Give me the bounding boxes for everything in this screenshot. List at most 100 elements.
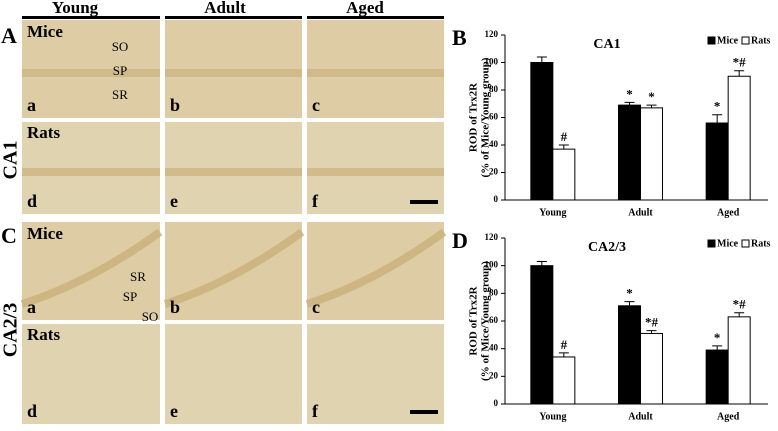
species-label: Mice bbox=[27, 224, 63, 243]
y-tick-label: 80 bbox=[489, 84, 499, 94]
sub-panel-label: a bbox=[27, 297, 36, 317]
significance-marker: * bbox=[648, 89, 655, 104]
bar bbox=[705, 122, 729, 201]
sub-panel-label: f bbox=[312, 401, 319, 421]
scale-bar bbox=[410, 410, 438, 414]
legend-swatch bbox=[741, 239, 750, 248]
error-bar bbox=[624, 301, 635, 306]
significance-marker: *# bbox=[733, 297, 747, 312]
error-bar bbox=[712, 114, 723, 123]
y-tick-label: 20 bbox=[489, 167, 499, 177]
significance-marker: * bbox=[714, 330, 721, 345]
cell-layer bbox=[307, 168, 444, 176]
micrograph bbox=[307, 324, 444, 424]
bar bbox=[552, 148, 576, 201]
panel-letter: A bbox=[1, 23, 17, 48]
micrograph bbox=[165, 324, 302, 424]
y-tick-label: 100 bbox=[485, 260, 499, 270]
legend-label: Rats bbox=[751, 238, 771, 249]
significance-marker: # bbox=[561, 337, 568, 352]
bar bbox=[727, 316, 751, 405]
bar bbox=[640, 332, 663, 405]
chart-title: CA2/3 bbox=[588, 240, 626, 255]
species-label: Mice bbox=[27, 22, 63, 41]
sub-panel-label: d bbox=[27, 191, 37, 211]
legend-label: Mice bbox=[717, 238, 739, 249]
cell-layer bbox=[20, 228, 163, 308]
bar bbox=[640, 107, 663, 201]
error-bar bbox=[558, 144, 569, 150]
bar bbox=[618, 104, 641, 201]
bar bbox=[618, 305, 641, 405]
bar bbox=[705, 349, 729, 405]
bar bbox=[530, 265, 554, 405]
sub-panel-label: c bbox=[312, 297, 320, 317]
legend-label: Rats bbox=[751, 35, 771, 46]
y-tick-label: 100 bbox=[485, 57, 499, 67]
layer-label: SO bbox=[142, 309, 159, 324]
legend-swatch bbox=[707, 239, 716, 248]
header-rule bbox=[165, 16, 302, 19]
error-bar bbox=[646, 330, 657, 334]
layer-label: SP bbox=[123, 289, 137, 304]
y-axis-label: ROD of Trx2R bbox=[468, 82, 480, 152]
layer-label: SR bbox=[130, 269, 146, 284]
panel-letter: B bbox=[452, 25, 467, 50]
y-tick-label: 20 bbox=[489, 370, 499, 380]
scale-bar bbox=[410, 200, 438, 204]
column-header: Adult bbox=[204, 0, 246, 17]
legend-label: Mice bbox=[717, 35, 739, 46]
significance-marker: * bbox=[714, 99, 721, 114]
species-label: Rats bbox=[27, 325, 60, 344]
layer-label: SO bbox=[112, 39, 129, 54]
sub-panel-label: e bbox=[170, 401, 178, 421]
x-tick-label: Aged bbox=[717, 411, 740, 422]
error-bar bbox=[536, 261, 547, 266]
bar bbox=[727, 75, 751, 201]
header-rule bbox=[307, 16, 444, 19]
y-tick-label: 40 bbox=[489, 343, 499, 353]
significance-marker: # bbox=[561, 129, 568, 144]
species-label: Rats bbox=[27, 123, 60, 142]
micrograph bbox=[22, 324, 160, 424]
cell-layer bbox=[165, 168, 302, 176]
error-bar bbox=[624, 101, 635, 106]
significance-marker: *# bbox=[645, 315, 659, 330]
x-tick-label: Adult bbox=[628, 207, 653, 218]
y-tick-label: 120 bbox=[485, 29, 499, 39]
cell-layer bbox=[165, 69, 302, 77]
significance-marker: * bbox=[626, 86, 633, 101]
region-label: CA2/3 bbox=[0, 303, 22, 357]
y-axis-label: (% of Mice/Young group) bbox=[480, 57, 492, 177]
layer-label: SP bbox=[113, 63, 127, 78]
significance-marker: *# bbox=[733, 55, 747, 70]
x-tick-label: Young bbox=[539, 207, 566, 218]
y-tick-label: 80 bbox=[489, 287, 499, 297]
x-tick-label: Young bbox=[539, 411, 566, 422]
header-rule bbox=[22, 16, 160, 19]
error-bar bbox=[734, 70, 745, 77]
panel-letter: D bbox=[452, 228, 468, 253]
error-bar bbox=[646, 104, 657, 108]
cell-layer bbox=[307, 69, 444, 77]
x-tick-label: Adult bbox=[628, 411, 653, 422]
bar bbox=[552, 356, 576, 405]
significance-marker: * bbox=[626, 286, 633, 301]
y-tick-label: 0 bbox=[494, 398, 499, 408]
cell-layer bbox=[163, 228, 305, 308]
sub-panel-label: c bbox=[312, 95, 320, 115]
sub-panel-label: d bbox=[27, 401, 37, 421]
y-tick-label: 40 bbox=[489, 139, 499, 149]
error-bar bbox=[536, 56, 547, 63]
cell-layer bbox=[22, 69, 160, 77]
sub-panel-label: f bbox=[312, 191, 319, 211]
sub-panel-label: b bbox=[170, 95, 180, 115]
column-header: Aged bbox=[346, 0, 384, 17]
legend-swatch bbox=[707, 36, 716, 45]
y-tick-label: 60 bbox=[489, 112, 499, 122]
sub-panel-label: a bbox=[27, 95, 36, 115]
error-bar bbox=[558, 352, 569, 357]
sub-panel-label: e bbox=[170, 191, 178, 211]
layer-label: SR bbox=[112, 87, 128, 102]
